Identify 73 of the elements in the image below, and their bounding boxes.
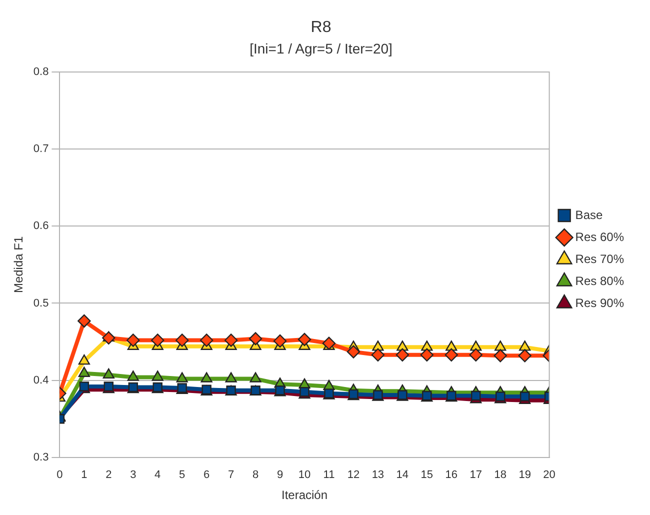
legend-label: Res 60% <box>575 230 624 244</box>
point <box>102 368 114 379</box>
x-tick-label: 4 <box>154 469 161 482</box>
x-tick-label: 20 <box>543 469 556 482</box>
point <box>396 348 410 362</box>
point <box>78 314 91 328</box>
point <box>372 340 384 351</box>
point <box>200 372 212 382</box>
x-tick-label: 1 <box>81 469 88 482</box>
y-tick-label: 0.6 <box>33 220 49 232</box>
point <box>127 370 139 381</box>
point <box>175 334 189 347</box>
y-tick-label: 0.5 <box>33 297 49 310</box>
point <box>298 332 312 346</box>
y-tick-label: 0.4 <box>33 374 49 386</box>
point <box>371 348 385 362</box>
point <box>396 340 408 351</box>
point <box>102 331 116 345</box>
point <box>152 370 164 381</box>
x-tick-label: 9 <box>276 469 284 482</box>
point <box>470 340 482 351</box>
x-tick-label: 16 <box>445 469 458 482</box>
point <box>494 349 507 362</box>
x-tick-label: 13 <box>372 469 384 482</box>
x-tick-label: 17 <box>470 469 482 482</box>
point <box>273 334 287 348</box>
x-tick-label: 10 <box>298 469 311 482</box>
legend-label: Res 90% <box>575 296 624 310</box>
y-tick-label: 0.8 <box>33 66 49 78</box>
point <box>78 366 90 377</box>
point <box>225 372 237 382</box>
x-tick-label: 11 <box>323 469 335 482</box>
point <box>446 340 458 351</box>
x-tick-label: 5 <box>179 469 186 482</box>
x-tick-label: 7 <box>228 469 234 482</box>
y-axis-title: Medida F1 <box>12 236 26 294</box>
chart-title: R8 <box>310 19 332 36</box>
point <box>520 392 530 402</box>
x-tick-label: 0 <box>56 469 63 482</box>
legend-label: Res 80% <box>575 274 624 288</box>
legend-label: Base <box>575 208 603 222</box>
point <box>469 348 482 362</box>
point <box>224 334 238 347</box>
point <box>519 340 531 351</box>
point <box>346 345 360 358</box>
point <box>518 349 532 362</box>
point <box>250 372 262 382</box>
x-tick-label: 2 <box>106 469 112 482</box>
x-tick-label: 19 <box>518 469 531 482</box>
point <box>200 334 214 347</box>
legend-label: Res 70% <box>575 252 624 266</box>
x-tick-label: 14 <box>396 469 409 482</box>
x-tick-label: 12 <box>347 469 360 482</box>
x-axis-title: Iteración <box>281 488 328 502</box>
y-tick-label: 0.7 <box>33 143 49 156</box>
x-tick-label: 3 <box>130 469 136 482</box>
x-tick-label: 18 <box>494 469 506 482</box>
point <box>421 340 433 351</box>
point <box>420 348 434 362</box>
point <box>444 348 458 362</box>
point <box>248 332 262 346</box>
x-tick-label: 6 <box>204 469 210 482</box>
point <box>78 354 90 365</box>
point <box>471 390 481 401</box>
point <box>176 372 188 382</box>
x-tick-label: 8 <box>252 469 259 482</box>
point <box>494 340 506 351</box>
y-tick-label: 0.3 <box>33 451 49 464</box>
point <box>151 334 164 347</box>
chart-subtitle: [Ini=1 / Agr=5 / Iter=20] <box>250 40 392 56</box>
x-tick-label: 15 <box>420 469 434 482</box>
point <box>322 336 336 350</box>
point <box>126 334 140 347</box>
